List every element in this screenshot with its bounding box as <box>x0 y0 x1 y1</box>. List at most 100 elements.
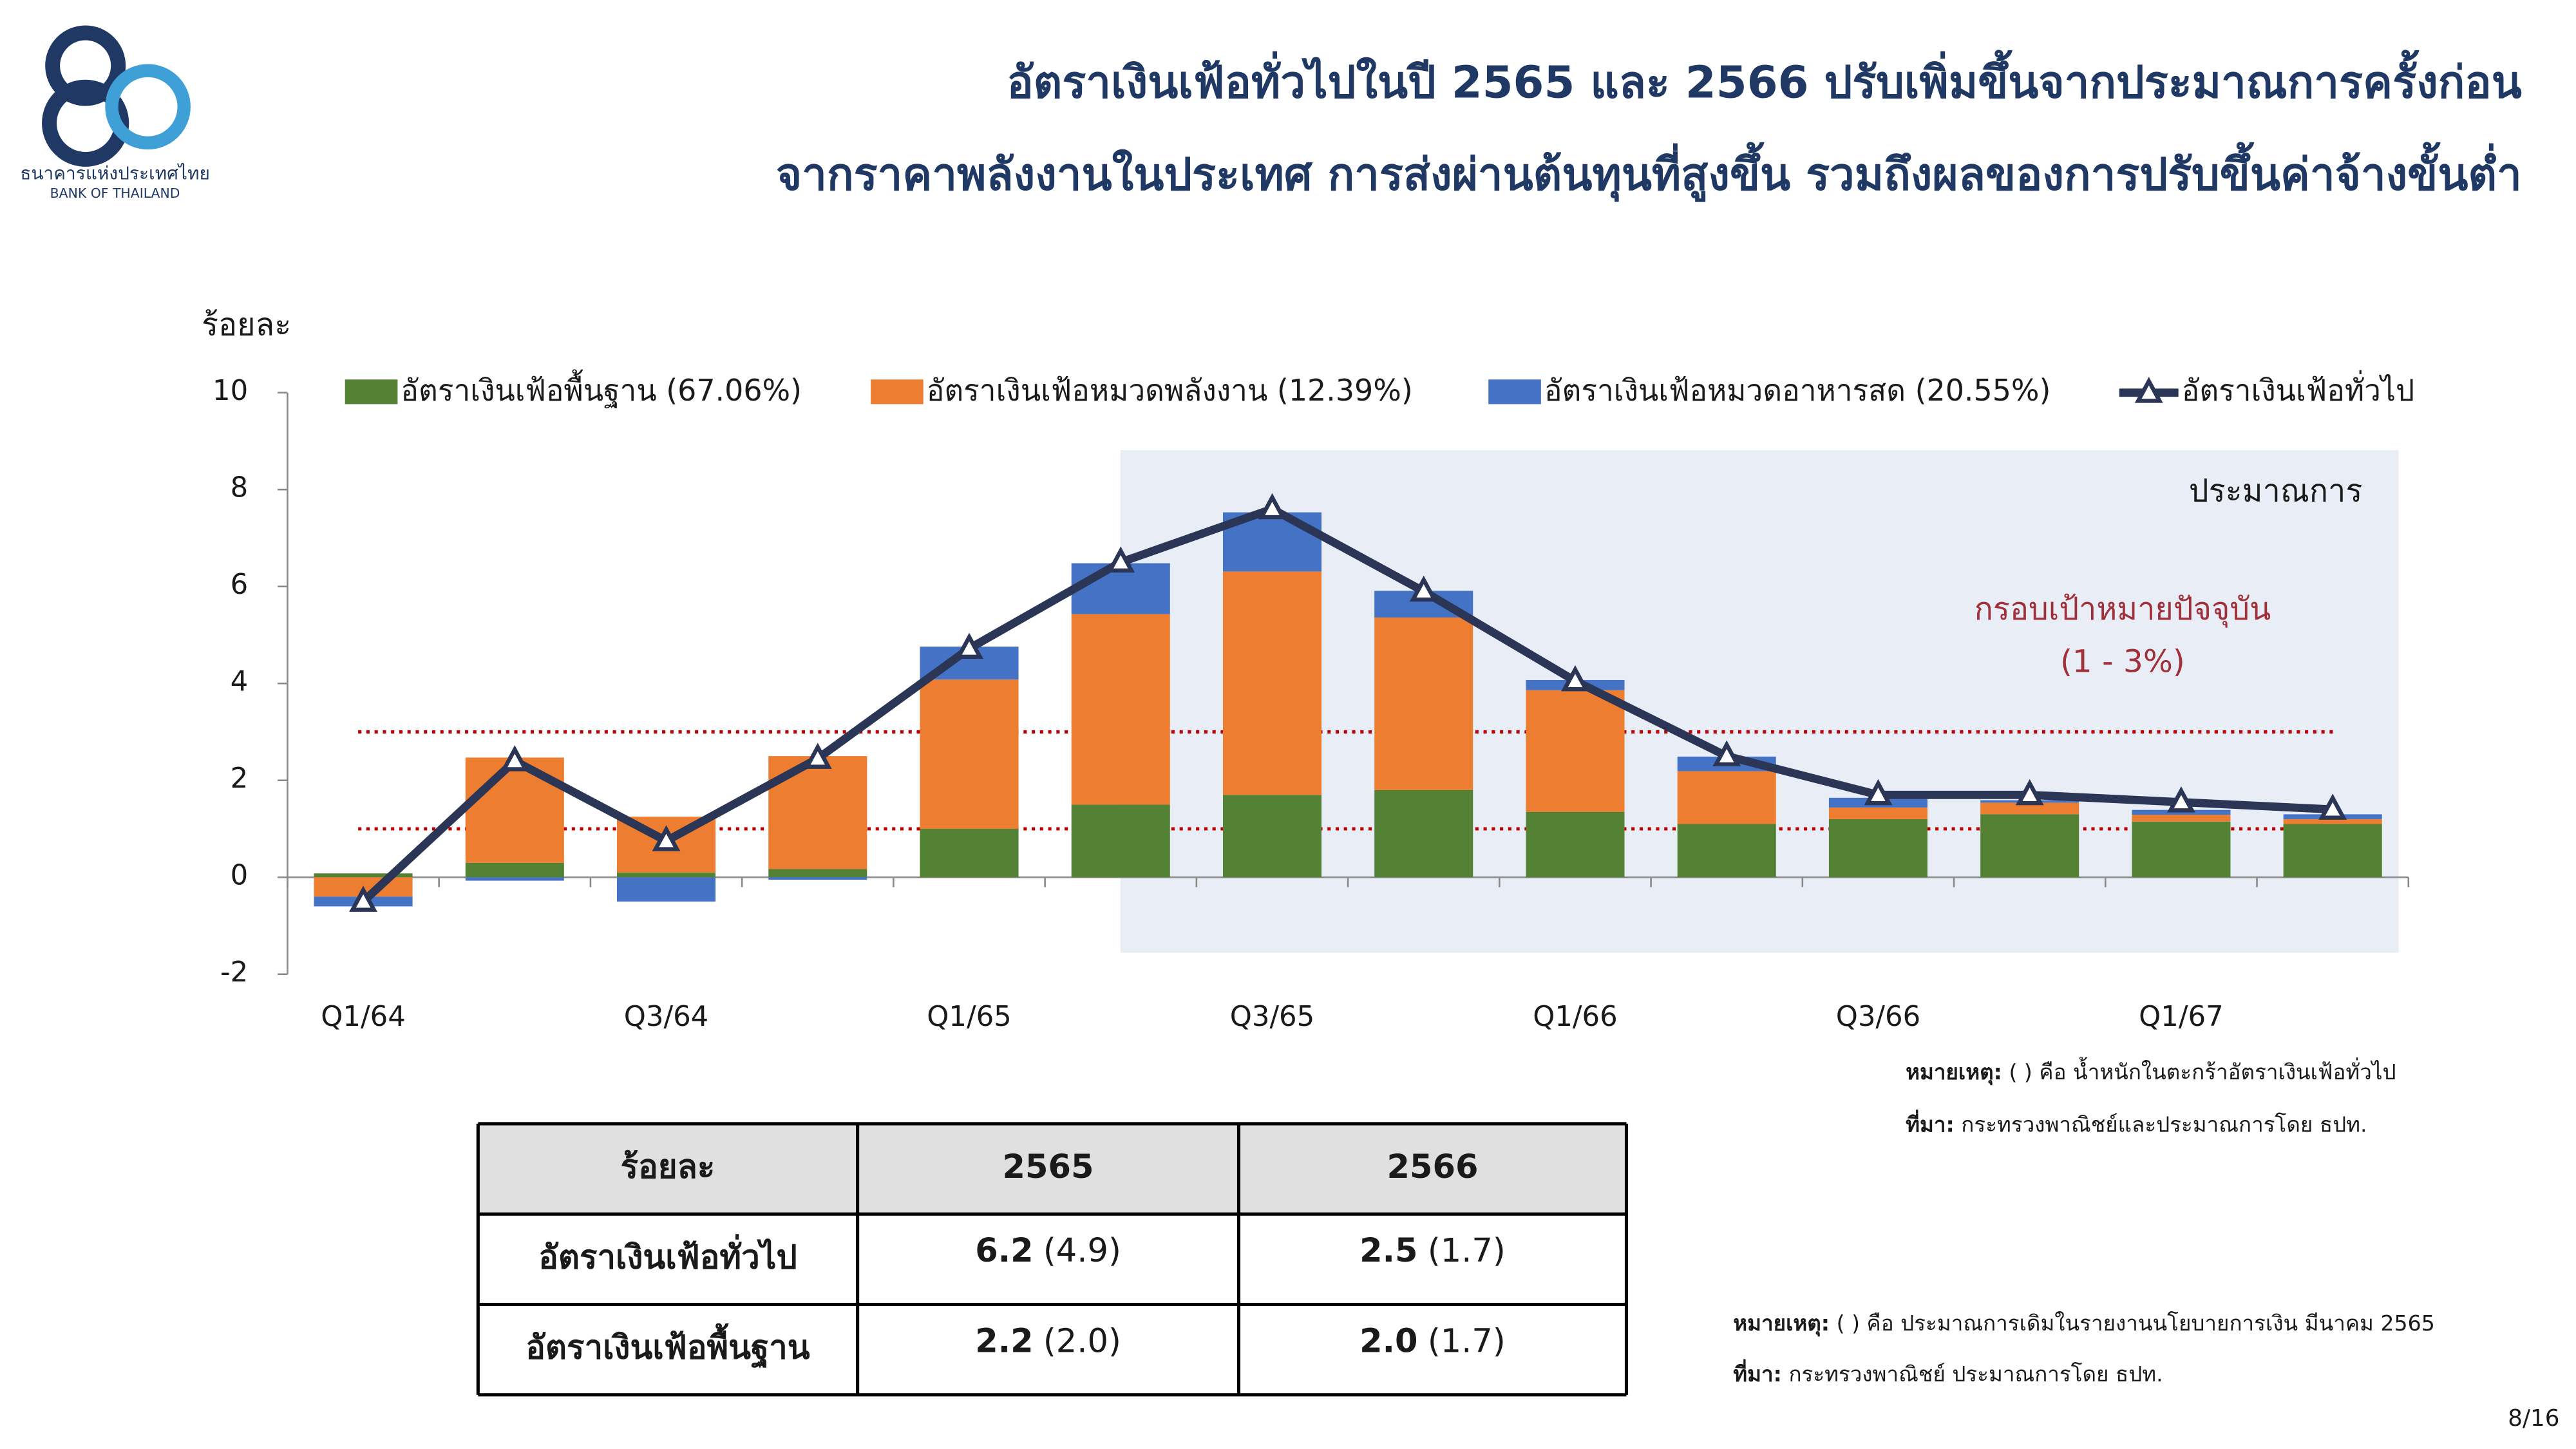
table-cell: 2.0 (1.7) <box>1359 1322 1506 1360</box>
bar <box>1828 819 1927 878</box>
legend-label: อัตราเงินเฟ้อหมวดอาหารสด (20.55%) <box>1544 373 2051 408</box>
cell-previous: (1.7) <box>1428 1232 1506 1270</box>
bar <box>1980 802 2079 815</box>
x-tick-label: Q1/67 <box>2139 1001 2224 1033</box>
target-label: กรอบเป้าหมายปัจจุบัน <box>1975 591 2271 628</box>
title: อัตราเงินเฟ้อทั่วไปในปี 2565 และ 2566 ปร… <box>1007 50 2521 109</box>
table-note: หมายเหตุ: ( ) คือ ประมาณการเดิมในรายงานน… <box>1733 1311 2435 1337</box>
y-tick-label: 10 <box>213 375 248 407</box>
bar <box>465 862 564 878</box>
plot: -2 0 2 4 6 8 10 Q1/64 Q3/64 Q1/65 Q3/65 Q1/66 Q3/66 Q… <box>213 369 2414 1033</box>
cell-value: 6.2 <box>975 1232 1033 1270</box>
bar <box>1677 771 1776 824</box>
table-cell: 6.2 (4.9) <box>975 1232 1121 1270</box>
line-marker <box>1864 779 1893 806</box>
cell-previous: (4.9) <box>1043 1232 1121 1270</box>
bar <box>1828 807 1927 819</box>
x-tick-label: Q1/66 <box>1533 1001 1618 1033</box>
bar <box>314 873 413 878</box>
bar <box>616 877 716 902</box>
line-marker <box>1258 493 1287 520</box>
legend-label: อัตราเงินเฟ้อทั่วไป <box>2182 370 2414 408</box>
target-label: (1 - 3%) <box>2060 644 2185 680</box>
y-tick-label: 2 <box>231 762 249 795</box>
y-tick-label: -2 <box>220 956 248 989</box>
bar <box>616 872 716 878</box>
bar <box>1980 814 2079 878</box>
table-source: ที่มา: กระทรวงพาณิชย์ ประมาณการโดย ธปท. <box>1733 1359 2163 1387</box>
bar <box>1071 804 1170 878</box>
table-cell: 2.5 (1.7) <box>1359 1232 1506 1270</box>
legend-label: อัตราเงินเฟ้อหมวดพลังงาน (12.39%) <box>927 373 1413 408</box>
line-marker <box>1409 575 1438 602</box>
table: ร้อยละ 2565 2566 อัตราเงินเฟ้อทั่วไป 6.2 (4.9… <box>476 1122 1629 1397</box>
bar <box>1222 795 1322 878</box>
bar <box>768 869 867 878</box>
legend-swatch <box>345 379 398 404</box>
bar <box>2132 815 2231 822</box>
logo: ธนาคารแห่งประเทศไทย BANK OF THAILAND <box>20 25 210 201</box>
line-marker <box>2318 793 2347 820</box>
legend-swatch <box>871 379 923 404</box>
line-marker <box>652 825 681 851</box>
table-row-label: อัตราเงินเฟ้อทั่วไป <box>538 1234 797 1276</box>
bar <box>920 679 1019 829</box>
cell-previous: (1.7) <box>1428 1322 1506 1360</box>
table-header: 2565 <box>1003 1148 1094 1186</box>
line-marker <box>1561 665 1589 692</box>
table-header-bg <box>478 1123 1627 1215</box>
cell-value: 2.0 <box>1359 1322 1417 1360</box>
x-tick-label: Q3/66 <box>1836 1001 1921 1033</box>
line-marker <box>2167 786 2195 813</box>
x-tick-label: Q3/64 <box>624 1001 709 1033</box>
bar <box>2132 821 2231 878</box>
cell-previous: (2.0) <box>1043 1322 1121 1360</box>
table-header: ร้อยละ <box>621 1148 715 1186</box>
line-marker <box>2015 779 2044 806</box>
logo-zero <box>105 64 191 150</box>
bar <box>1071 614 1170 805</box>
bar <box>920 828 1019 878</box>
line-marker <box>955 632 983 659</box>
cell-value: 2.5 <box>1359 1232 1417 1270</box>
bar <box>1374 617 1473 790</box>
bar <box>1526 690 1625 812</box>
x-tick-label: Q1/64 <box>321 1001 406 1033</box>
y-tick-label: 8 <box>231 472 249 504</box>
table-header: 2566 <box>1387 1148 1478 1186</box>
bar <box>1526 811 1625 878</box>
line <box>360 504 2333 905</box>
table-row-label: อัตราเงินเฟ้อพื้นฐาน <box>526 1323 810 1369</box>
legend-swatch <box>1488 379 1541 404</box>
page-number: 8/16 <box>2508 1405 2559 1432</box>
bar <box>1677 824 1776 878</box>
legend-label: อัตราเงินเฟ้อพื้นฐาน (67.06%) <box>401 369 802 408</box>
cell-value: 2.2 <box>975 1322 1033 1360</box>
line-marker <box>1712 740 1741 767</box>
title: จากราคาพลังงานในประเทศ การส่งผ่านต้นทุนท… <box>776 142 2522 203</box>
chart-note: หมายเหตุ: ( ) คือ น้ำหนักในตะกร้าอัตราเง… <box>1906 1056 2396 1085</box>
line-marker <box>1106 546 1135 573</box>
legend-marker <box>2134 377 2163 403</box>
bar <box>768 877 867 880</box>
bar <box>1374 790 1473 878</box>
x-tick-label: Q1/65 <box>927 1001 1011 1033</box>
chart-source: ที่มา: กระทรวงพาณิชย์และประมาณการโดย ธปท… <box>1906 1109 2367 1137</box>
line-marker <box>500 745 529 772</box>
y-tick-label: 0 <box>231 860 249 892</box>
logo-text: BANK OF THAILAND <box>50 185 180 201</box>
bar <box>1222 571 1322 795</box>
line-marker <box>349 886 377 912</box>
logo-eight-top <box>45 25 126 106</box>
bar <box>2283 819 2382 824</box>
y-tick-label: 6 <box>231 569 249 601</box>
x-tick-label: Q3/65 <box>1230 1001 1314 1033</box>
line-marker <box>803 743 832 769</box>
y-tick-label: 4 <box>231 666 249 698</box>
bar <box>465 877 564 881</box>
bar <box>465 757 564 863</box>
y-axis-title: ร้อยละ <box>202 307 291 343</box>
bar <box>2283 824 2382 878</box>
forecast-label: ประมาณการ <box>2189 473 2362 509</box>
